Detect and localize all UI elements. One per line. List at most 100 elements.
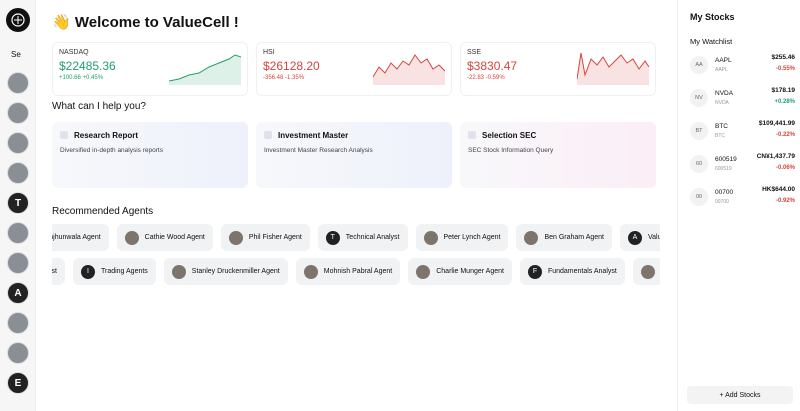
index-card[interactable]: NASDAQ $22485.36 +100.66 +0.45% <box>52 42 248 96</box>
agent-name: Mohnish Pabral Agent <box>323 268 393 275</box>
agent-avatar <box>640 264 655 279</box>
agent-avatar[interactable] <box>7 312 29 334</box>
agent-name: Phil Fisher Agent <box>248 234 302 241</box>
agent-chip[interactable]: T Technical Analyst <box>317 224 408 251</box>
stock-change: -0.22% <box>775 132 795 138</box>
section-title: Recommended Agents <box>52 206 154 217</box>
stock-row[interactable]: AA AAPL AAPL $255.46 -0.55% <box>678 50 800 80</box>
logo[interactable] <box>6 8 30 32</box>
index-name: SSE <box>467 49 482 56</box>
stock-code: 00700 <box>715 199 729 205</box>
agent-avatar[interactable] <box>7 252 29 274</box>
index-card[interactable]: SSE $3830.47 -22.83 -0.59% <box>460 42 656 96</box>
agent-name: Analyst <box>52 268 57 275</box>
agent-chip[interactable]: Peter Lynch Agent <box>415 224 509 251</box>
agent-name: Charlie Munger Agent <box>436 268 504 275</box>
sidebar: Se T A E <box>0 0 36 411</box>
feature-icon <box>264 131 272 139</box>
sparkline <box>577 52 649 85</box>
agent-chip[interactable]: Mohnish Pabral Agent <box>295 258 401 285</box>
stock-row[interactable]: 60 600519 600519 CN¥1,437.79 -0.06% <box>678 149 800 179</box>
agent-name: Trading Agents <box>100 268 148 275</box>
feature-title: Selection SEC <box>482 131 537 140</box>
feature-card[interactable]: Investment Master Investment Master Resea… <box>256 122 452 188</box>
feature-card[interactable]: Selection SEC SEC Stock Information Query <box>460 122 656 188</box>
feature-desc: Investment Master Research Analysis <box>264 147 373 154</box>
panel-title: My Stocks <box>690 12 735 22</box>
agent-name: Ben Graham Agent <box>544 234 604 241</box>
agent-row: Analyst I Trading Agents Stanley Druckenmil… <box>52 258 660 285</box>
agent-avatar: T <box>325 230 340 245</box>
agent-name: Stanley Druckenmiller Agent <box>191 268 280 275</box>
agent-avatar[interactable] <box>7 162 29 184</box>
agent-chip[interactable]: Jhunjhunwala Agent <box>52 224 109 251</box>
stock-symbol: BTC <box>715 123 728 130</box>
feature-desc: SEC Stock Information Query <box>468 147 554 154</box>
agent-chip[interactable]: F Fundamentals Analyst <box>519 258 625 285</box>
agent-avatar <box>423 230 438 245</box>
agent-name: Fundamentals Analyst <box>547 268 617 275</box>
agent-avatar[interactable]: A <box>7 282 29 304</box>
stock-price: HK$644.00 <box>762 186 795 193</box>
add-stocks-button[interactable]: + Add Stocks <box>687 386 793 404</box>
agent-avatar[interactable] <box>7 342 29 364</box>
index-card[interactable]: HSI $26128.20 -356.48 -1.35% <box>256 42 452 96</box>
welcome-title: 👋 Welcome to ValueCell ! <box>52 14 239 31</box>
agent-avatar[interactable]: E <box>7 372 29 394</box>
agent-name: Peter Lynch Agent <box>443 234 501 241</box>
agent-chip[interactable]: I Trading Agents <box>72 258 156 285</box>
stock-change: +0.28% <box>774 99 795 105</box>
search-label: Se <box>11 50 21 59</box>
index-value: $22485.36 <box>59 59 116 73</box>
stock-code: BTC <box>715 133 725 139</box>
stock-change: -0.55% <box>775 66 795 72</box>
logo-icon <box>11 13 25 27</box>
agent-avatar[interactable] <box>7 72 29 94</box>
stock-row[interactable]: NV NVDA NVDA $178.19 +0.28% <box>678 83 800 113</box>
agent-chip[interactable]: Ben Graham Agent <box>516 224 612 251</box>
stock-symbol: AAPL <box>715 57 732 64</box>
agent-chip[interactable]: Analyst <box>52 258 65 285</box>
agent-chip[interactable] <box>632 258 660 285</box>
agent-name: Cathie Wood Agent <box>144 234 205 241</box>
index-name: HSI <box>263 49 275 56</box>
agent-chip[interactable]: A Valu <box>620 224 660 251</box>
stock-row[interactable]: BT BTC BTC $109,441.99 -0.22% <box>678 116 800 146</box>
agent-chip[interactable]: Phil Fisher Agent <box>220 224 310 251</box>
agent-avatar: A <box>628 230 642 245</box>
agent-chip[interactable]: Cathie Wood Agent <box>116 224 213 251</box>
stock-badge: 60 <box>690 155 708 173</box>
agent-row: Jhunjhunwala Agent Cathie Wood Agent Phil … <box>52 224 660 251</box>
agent-avatar[interactable]: T <box>7 192 29 214</box>
index-change: +100.66 +0.45% <box>59 75 104 81</box>
stock-code: AAPL <box>715 67 728 73</box>
stock-badge: AA <box>690 56 708 74</box>
agent-avatar <box>124 230 139 245</box>
agent-name: Jhunjhunwala Agent <box>52 234 101 241</box>
index-value: $26128.20 <box>263 59 320 73</box>
agent-name: Technical Analyst <box>345 234 400 241</box>
agent-avatar[interactable] <box>7 132 29 154</box>
stock-price: $109,441.99 <box>758 120 795 127</box>
stock-symbol: 00700 <box>715 189 734 196</box>
stock-row[interactable]: 00 00700 00700 HK$644.00 -0.92% <box>678 182 800 212</box>
stock-badge: 00 <box>690 188 708 206</box>
feature-card[interactable]: Research Report Diversified in-depth anal… <box>52 122 248 188</box>
stock-badge: NV <box>690 89 708 107</box>
feature-desc: Diversified in-depth analysis reports <box>60 147 163 154</box>
stock-code: 600519 <box>715 166 732 172</box>
sparkline <box>169 54 241 85</box>
feature-icon <box>468 131 476 139</box>
stock-code: NVDA <box>715 100 729 106</box>
watchlist-title: My Watchlist <box>690 37 733 46</box>
stock-symbol: NVDA <box>715 90 734 97</box>
agent-avatar[interactable] <box>7 102 29 124</box>
section-title: What can I help you? <box>52 101 146 112</box>
agent-avatar <box>524 230 539 245</box>
index-name: NASDAQ <box>59 49 89 56</box>
feature-icon <box>60 131 68 139</box>
stock-change: -0.92% <box>775 198 795 204</box>
agent-chip[interactable]: Charlie Munger Agent <box>408 258 512 285</box>
agent-chip[interactable]: Stanley Druckenmiller Agent <box>163 258 288 285</box>
agent-avatar[interactable] <box>7 222 29 244</box>
